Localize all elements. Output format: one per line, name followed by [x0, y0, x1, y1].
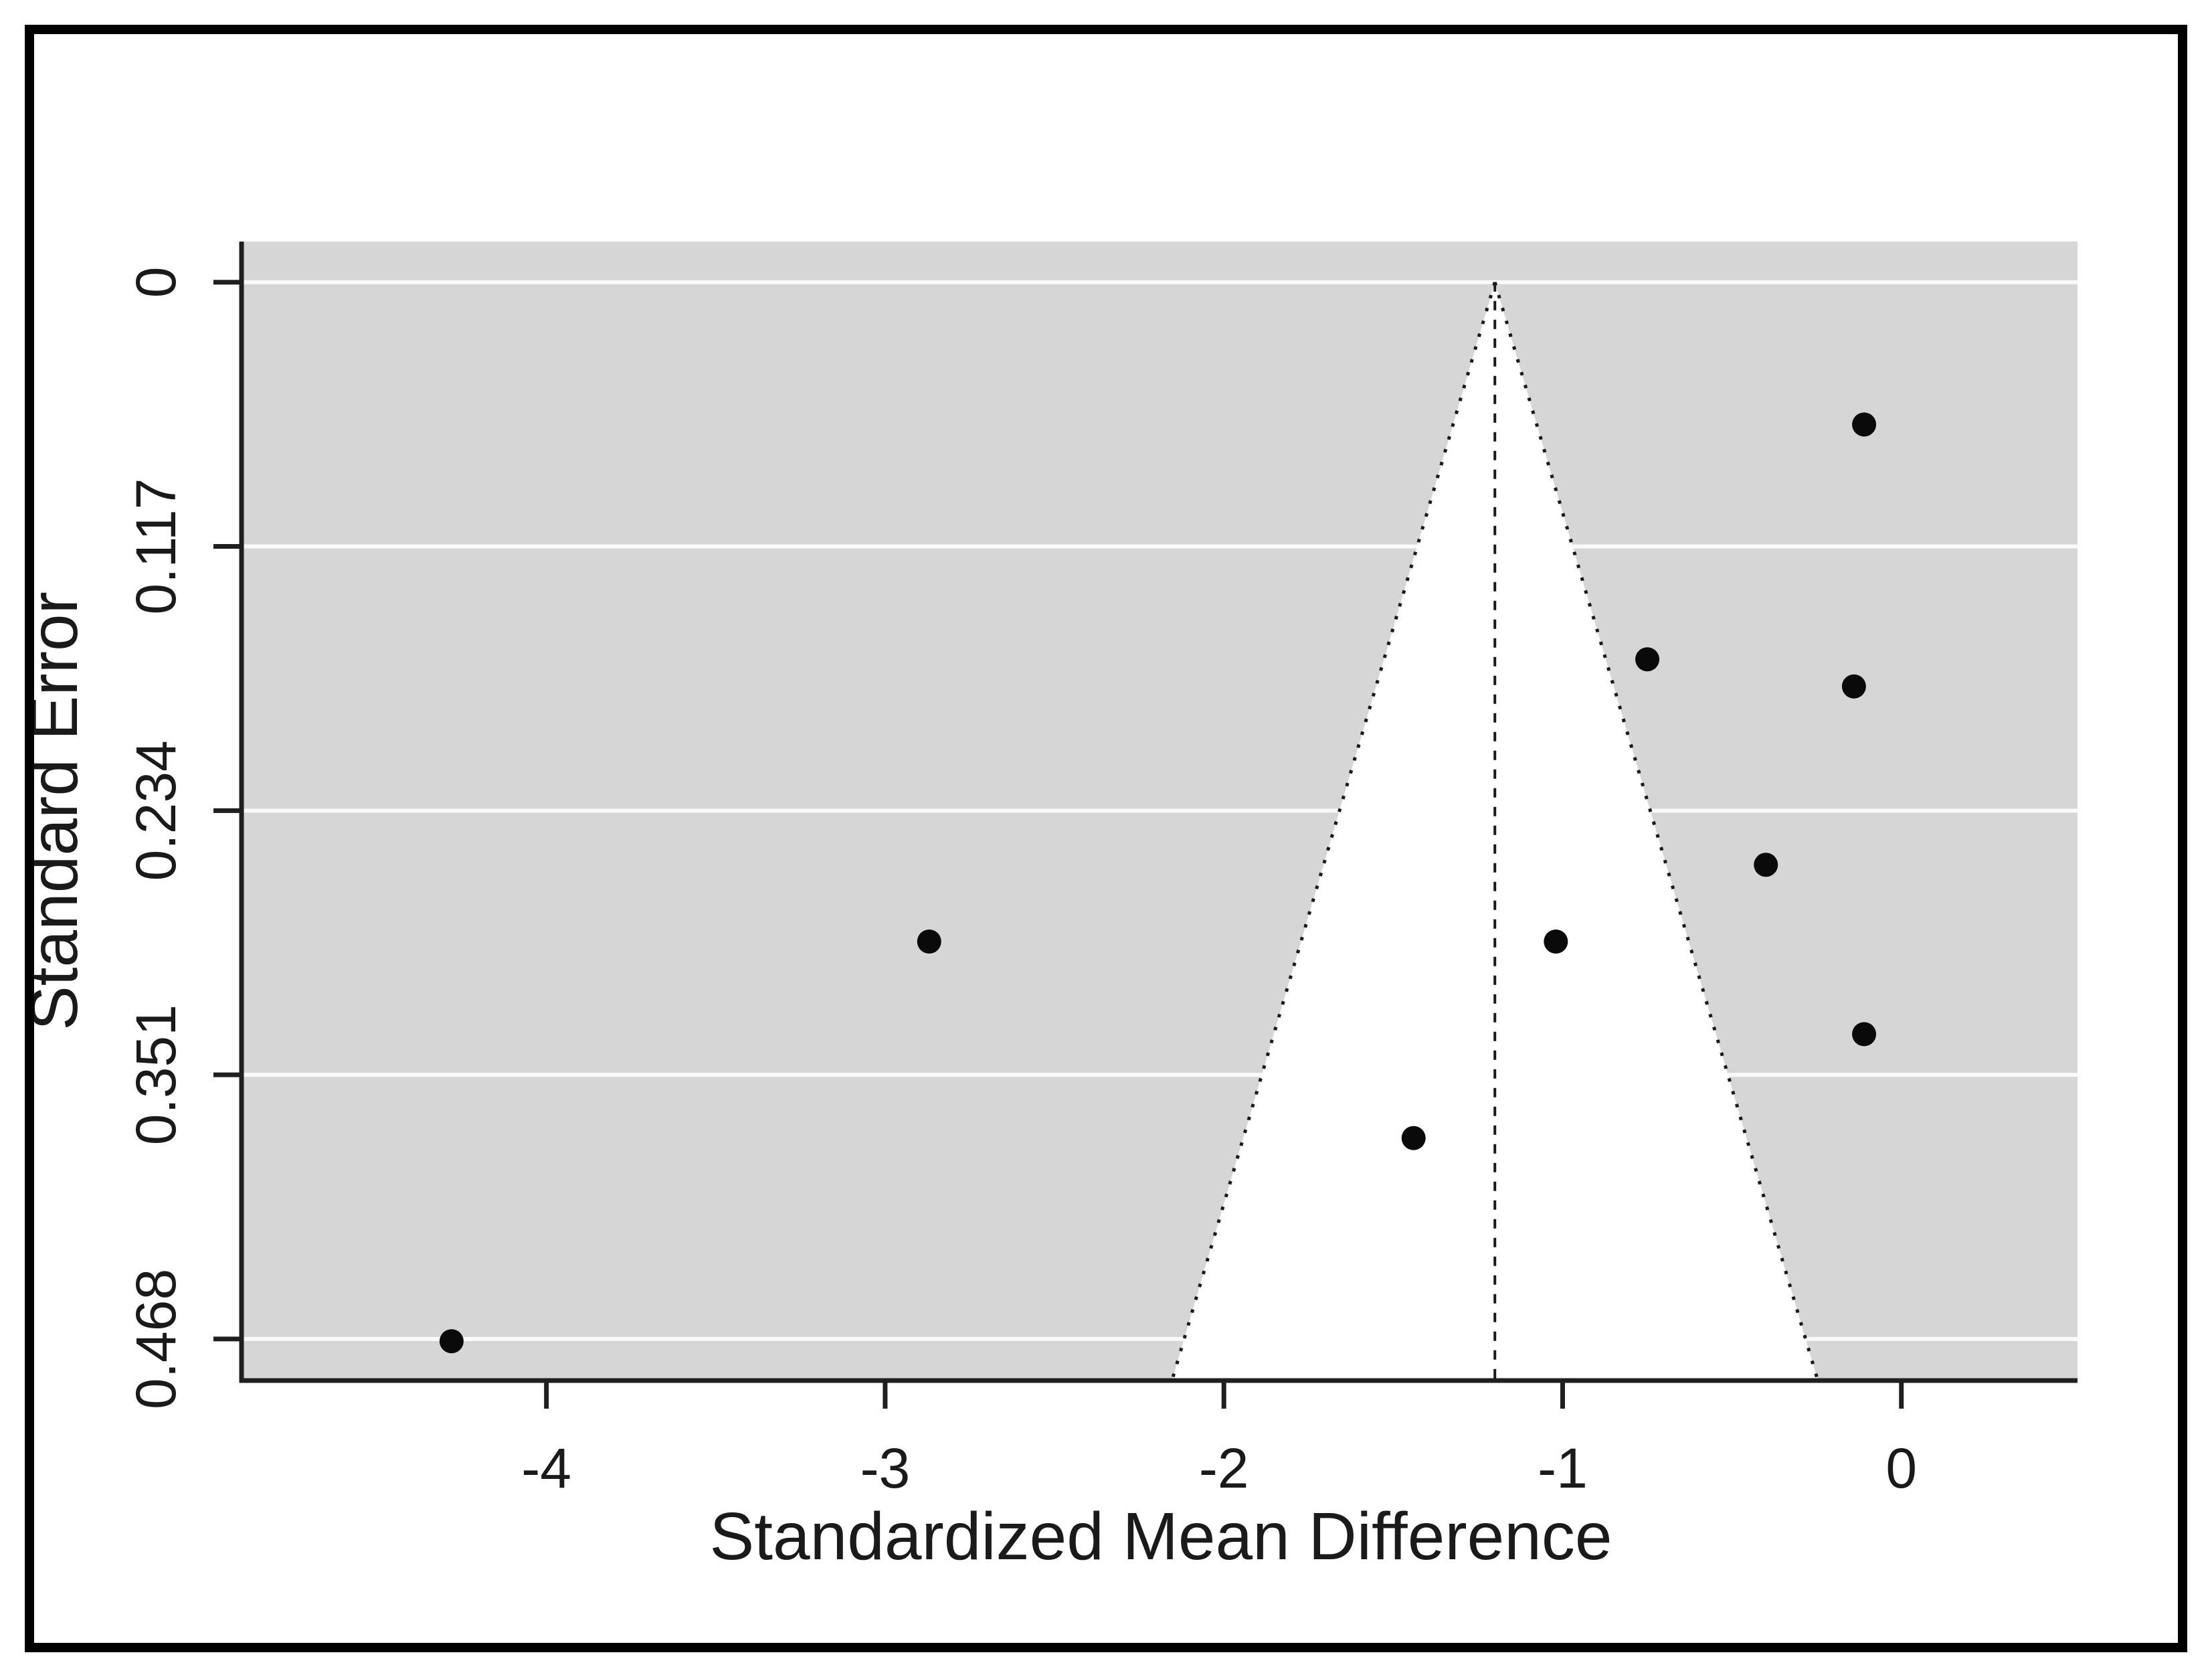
x-tick-label: -1 — [1538, 1437, 1588, 1500]
data-point — [1635, 647, 1660, 672]
x-axis-title: Standardized Mean Difference — [710, 1499, 1612, 1574]
x-tick-label: -2 — [1199, 1437, 1249, 1500]
data-points-layer — [439, 412, 1877, 1354]
data-point — [1401, 1126, 1426, 1150]
funnel-region-layer — [1170, 282, 1820, 1381]
x-tick-label: 0 — [1885, 1437, 1917, 1500]
data-point — [1544, 930, 1568, 954]
figure-border — [25, 25, 2187, 1652]
gridline-layer — [242, 280, 2078, 1341]
y-tick-label: 0.117 — [124, 478, 187, 615]
y-tick-label: 0 — [124, 266, 187, 298]
data-point — [1852, 1022, 1877, 1047]
data-point — [1841, 674, 1866, 699]
y-tick-label: 0.468 — [124, 1269, 187, 1409]
axes-layer — [213, 242, 2078, 1409]
data-point — [1754, 853, 1778, 877]
y-tick-label: 0.351 — [124, 1004, 187, 1145]
x-tick-label: -4 — [521, 1437, 571, 1500]
tick-labels-layer: -4 -3 -2 -1 0 0 0.117 0.234 0.351 0.468 — [124, 266, 1917, 1500]
data-point — [917, 930, 941, 954]
y-tick-label: 0.234 — [124, 740, 187, 881]
x-tick-label: -3 — [860, 1437, 911, 1500]
data-point — [1852, 412, 1877, 437]
data-point — [439, 1329, 464, 1354]
